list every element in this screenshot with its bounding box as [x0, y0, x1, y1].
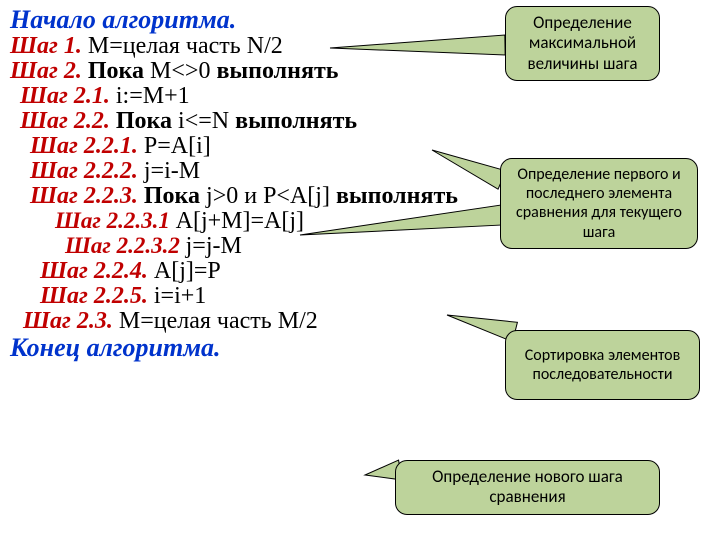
step-2-1-text: i:=M+1 [116, 83, 190, 109]
step-2-2-5-label: Шаг 2.2.5. [40, 283, 154, 309]
step-2-2: Шаг 2.2. Пока i<=N выполнять [20, 108, 720, 135]
callout-c2: Определение первого и последнего элемент… [500, 158, 698, 249]
callout-c4: Определение нового шага сравнения [395, 460, 660, 515]
step-2-2-3-label: Шаг 2.2.3. [30, 183, 144, 209]
algo-end-text: Конец алгоритма. [10, 333, 221, 362]
step-2-2-text: i<=N [178, 108, 235, 134]
step-2-2-1-label: Шаг 2.2.1. [30, 133, 144, 159]
step-2-3-label: Шаг 2.3. [23, 308, 119, 334]
step-2-2-2-label: Шаг 2.2.2. [30, 158, 144, 184]
step-2-2-1-text: P=A[i] [144, 133, 211, 159]
step-2-text: M<>0 [150, 58, 216, 84]
step-2-1: Шаг 2.1. i:=M+1 [20, 83, 720, 110]
step-2-2-3-text: j>0 и P<A[j] [206, 183, 336, 209]
step-2-3-text: M=целая часть M/2 [119, 308, 318, 334]
step-2-2-3-1-label: Шаг 2.2.3.1 [55, 208, 176, 233]
step-2-2-5-text: i=i+1 [154, 283, 206, 309]
step-2-1-label: Шаг 2.1. [20, 83, 116, 109]
step-2-2-3-2-label: Шаг 2.2.3.2 [65, 233, 186, 258]
step-2-2-4-label: Шаг 2.2.4. [40, 258, 154, 284]
step-2-2-3-1-text: A[j+M]=A[j] [176, 208, 304, 234]
step-2-2-bold: Пока [116, 108, 178, 134]
callout-c1: Определение максимальной величины шага [505, 6, 660, 81]
step-2-bold: Пока [88, 58, 150, 84]
step-1-label: Шаг 1. [10, 33, 88, 59]
step-1-text: M=целая часть N/2 [88, 33, 283, 59]
step-2-2-3-2-text: j=j-M [186, 233, 242, 259]
step-2-2-3-bold: Пока [144, 183, 206, 209]
step-2-2-4-text: A[j]=P [154, 258, 221, 284]
step-2-2-4: Шаг 2.2.4. A[j]=P [40, 258, 720, 285]
step-2-label: Шаг 2. [10, 58, 88, 84]
step-2-2-2-text: j=i-M [144, 158, 200, 184]
callout-c3: Сортировка элементов последовательности [505, 330, 700, 400]
step-2-2-3-bold2: выполнять [336, 183, 458, 209]
step-2-2-5: Шаг 2.2.5. i=i+1 [40, 283, 720, 310]
step-2-2-bold2: выполнять [235, 108, 357, 134]
step-2-2-1: Шаг 2.2.1. P=A[i] [30, 133, 720, 160]
step-2-bold2: выполнять [216, 58, 338, 84]
algo-start-text: Начало алгоритма. [10, 5, 236, 34]
step-2-2-label: Шаг 2.2. [20, 108, 116, 134]
